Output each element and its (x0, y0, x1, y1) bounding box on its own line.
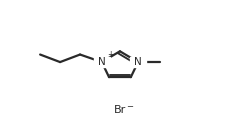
Text: N: N (98, 57, 106, 67)
Text: Br: Br (114, 104, 126, 115)
Text: N: N (134, 57, 142, 67)
Polygon shape (130, 57, 146, 67)
Polygon shape (94, 57, 110, 67)
Text: −: − (127, 102, 134, 111)
Text: +: + (107, 50, 113, 59)
